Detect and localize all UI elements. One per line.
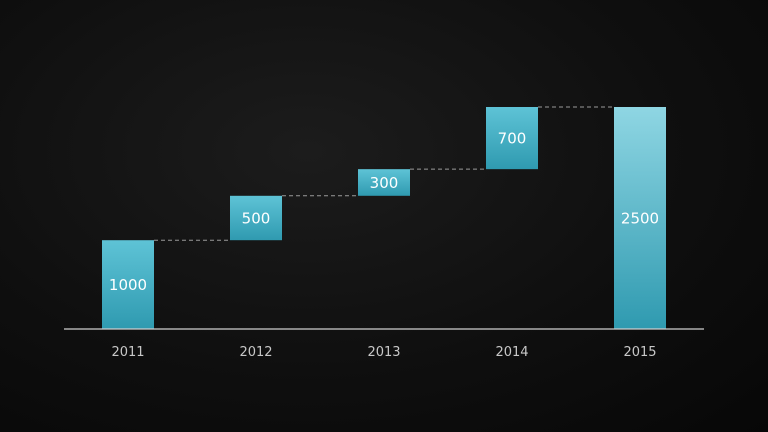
bars: 1000 500 300 700 2500 — [102, 107, 666, 329]
x-tick-label-2011: 2011 — [111, 345, 144, 360]
bar-2012 — [230, 195, 282, 241]
bar-2015 — [614, 107, 666, 329]
bar-value-label-2011: 1000 — [109, 276, 147, 294]
x-axis-ticks: 2011 2012 2013 2014 2015 — [111, 345, 656, 360]
connectors — [154, 106, 614, 241]
bar-2014 — [486, 107, 538, 170]
bar-2013 — [358, 169, 410, 196]
x-tick-label-2012: 2012 — [239, 345, 272, 360]
bar-2011 — [102, 240, 154, 329]
bar-value-label-2015: 2500 — [621, 210, 659, 228]
x-tick-label-2015: 2015 — [623, 345, 656, 360]
bar-value-label-2012: 500 — [242, 210, 271, 228]
x-tick-label-2014: 2014 — [495, 345, 528, 360]
x-tick-label-2013: 2013 — [367, 345, 400, 360]
bar-value-label-2013: 300 — [370, 174, 399, 192]
bar-value-label-2014: 700 — [498, 130, 527, 148]
